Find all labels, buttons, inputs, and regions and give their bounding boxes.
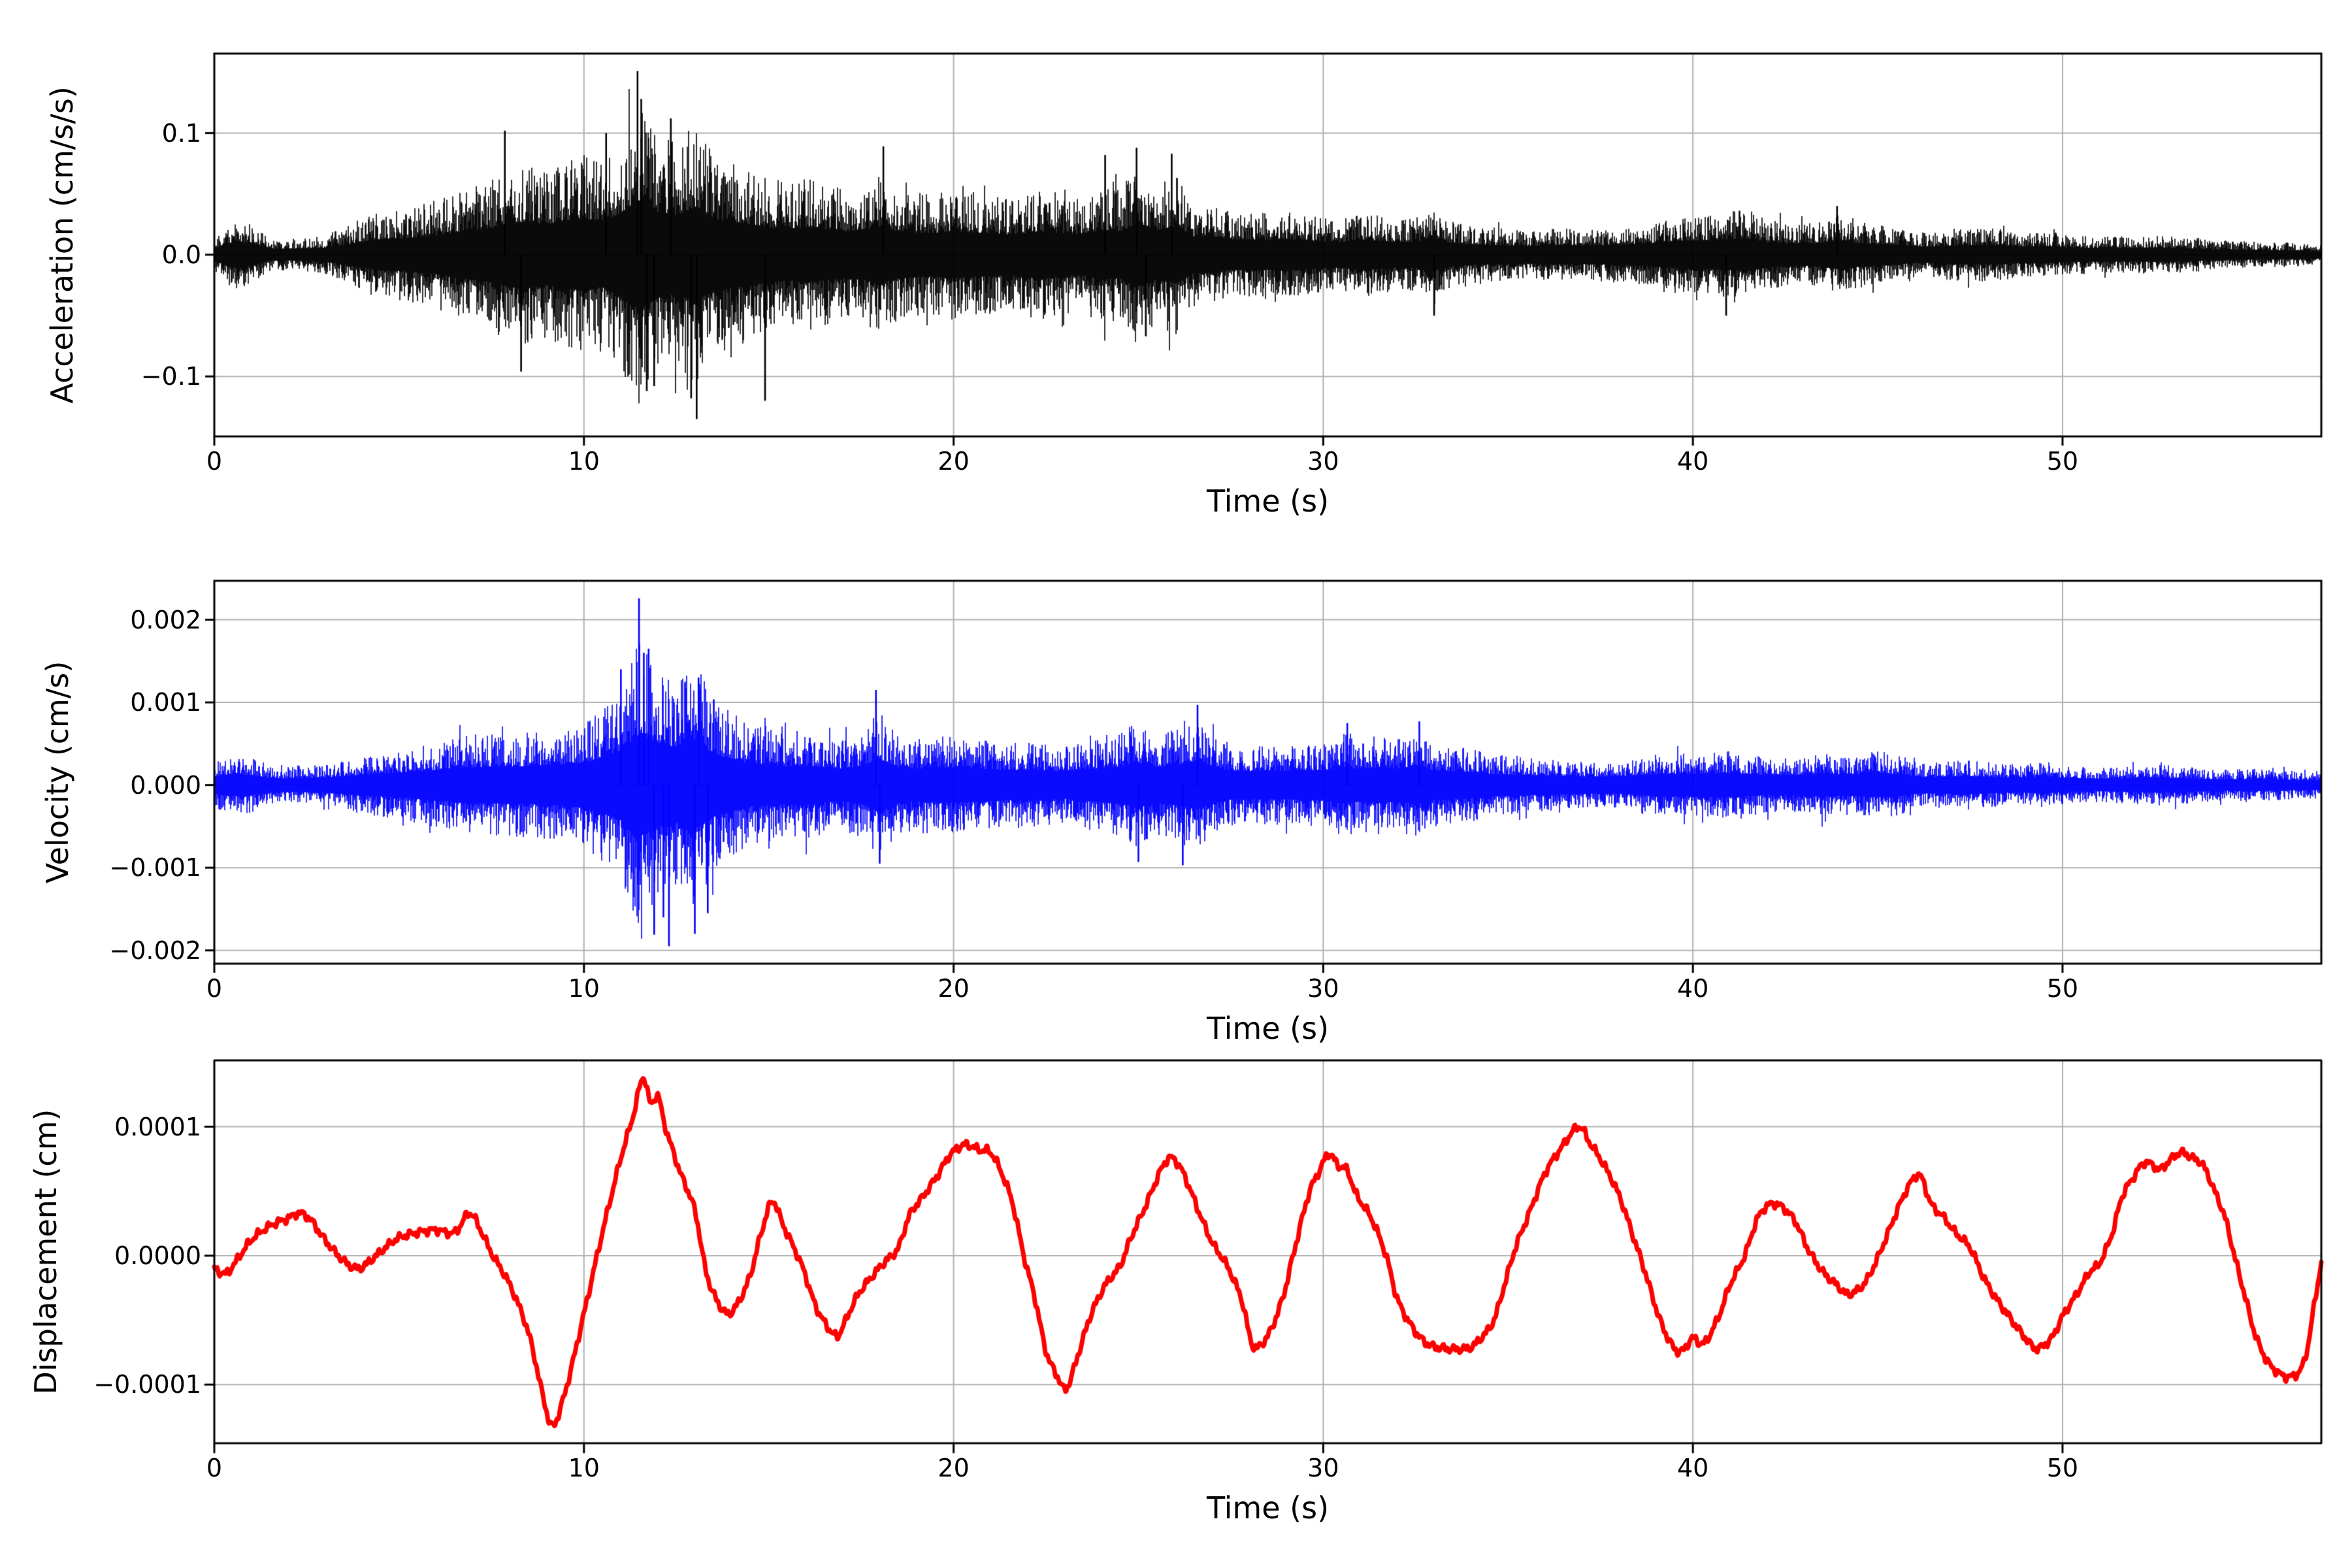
y-tick-label: 0.0001 xyxy=(114,1112,201,1141)
x-tick-label: 10 xyxy=(568,974,600,1003)
y-tick-label: 0.002 xyxy=(130,605,201,634)
y-tick-label: 0.0 xyxy=(161,240,201,269)
x-tick-label: 20 xyxy=(938,447,970,476)
x-tick-label: 50 xyxy=(2046,1454,2079,1482)
x-tick-label: 0 xyxy=(206,1454,223,1482)
x-tick-label: 10 xyxy=(568,1454,600,1482)
x-tick-label: 30 xyxy=(1307,1454,1339,1482)
x-tick-label: 0 xyxy=(206,974,223,1003)
x-tick-label: 40 xyxy=(1676,1454,1709,1482)
y-tick-label: 0.1 xyxy=(161,118,201,148)
x-tick-label: 10 xyxy=(568,447,600,476)
x-axis-label-panel2: Time (s) xyxy=(1206,1011,1330,1046)
y-tick-label: 0.001 xyxy=(130,688,201,717)
x-tick-label: 20 xyxy=(938,974,970,1003)
x-tick-label: 40 xyxy=(1676,447,1709,476)
x-tick-label: 40 xyxy=(1676,974,1709,1003)
y-tick-label: −0.1 xyxy=(140,362,201,391)
y-tick-label: −0.001 xyxy=(109,853,201,883)
x-tick-label: 50 xyxy=(2046,974,2079,1003)
x-axis-label-panel1: Time (s) xyxy=(1206,483,1330,519)
x-tick-label: 30 xyxy=(1307,447,1339,476)
y-tick-label: 0.000 xyxy=(130,770,201,800)
x-axis-label-panel3: Time (s) xyxy=(1206,1490,1330,1526)
x-tick-label: 0 xyxy=(206,447,223,476)
y-tick-label: −0.0001 xyxy=(93,1370,201,1399)
y-tick-label: 0.0000 xyxy=(114,1241,201,1270)
x-tick-label: 50 xyxy=(2046,447,2079,476)
x-tick-label: 20 xyxy=(938,1454,970,1482)
y-tick-label: −0.002 xyxy=(109,936,201,965)
x-tick-label: 30 xyxy=(1307,974,1339,1003)
